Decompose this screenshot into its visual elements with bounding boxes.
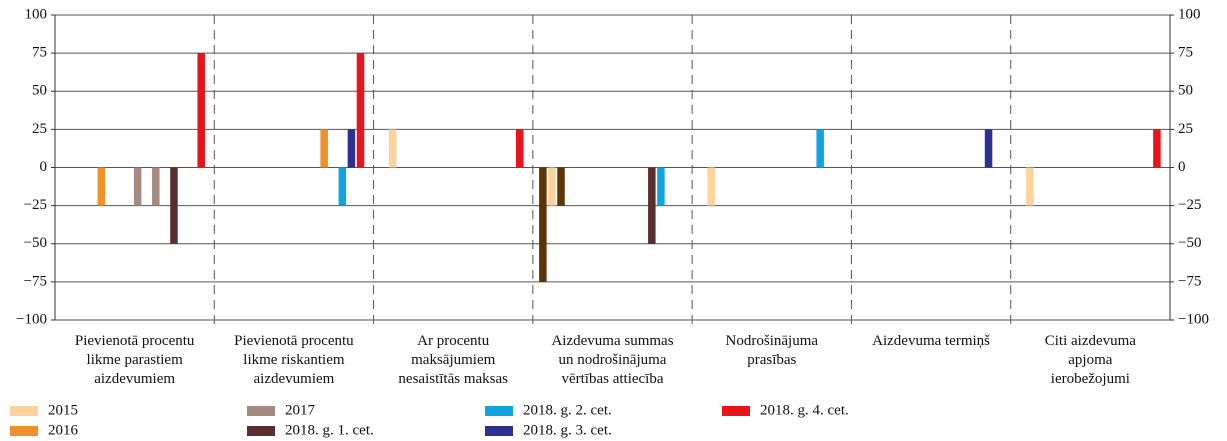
legend-label: 2018. g. 3. cet. bbox=[523, 422, 612, 438]
bar bbox=[338, 167, 347, 206]
legend-swatch bbox=[10, 406, 38, 416]
bar bbox=[1153, 129, 1161, 168]
bar bbox=[197, 53, 205, 168]
bar bbox=[648, 167, 656, 244]
x-tick-label: Nodrošinājuma prasības bbox=[726, 333, 819, 368]
x-tick-label: Pievienotā procentu likme parastiem aizdev… bbox=[75, 333, 195, 387]
x-tick-label: Pievienotā procentu likme riskantiem aizde… bbox=[234, 333, 354, 387]
legend-label: 2016 bbox=[48, 422, 79, 438]
bar bbox=[516, 129, 524, 168]
y-tick-label: −100 bbox=[16, 311, 47, 327]
bar bbox=[984, 129, 993, 168]
y2-tick-label: 75 bbox=[1178, 45, 1193, 61]
y-tick-label: 100 bbox=[25, 6, 48, 22]
bar bbox=[557, 167, 565, 206]
legend-swatch bbox=[247, 406, 275, 416]
bar bbox=[548, 167, 556, 206]
bar bbox=[388, 129, 397, 168]
bar bbox=[97, 167, 106, 206]
legend-swatch bbox=[485, 406, 513, 416]
y-tick-label: 25 bbox=[32, 121, 47, 137]
x-tick-label: Ar procentu maksājumiem nesaistītās maksas bbox=[398, 333, 508, 387]
bar bbox=[707, 167, 715, 206]
bar bbox=[1026, 167, 1034, 206]
legend-swatch bbox=[247, 426, 275, 436]
bar bbox=[356, 53, 365, 168]
y2-tick-label: −25 bbox=[1178, 197, 1201, 213]
bar bbox=[170, 167, 178, 244]
legend-label: 2018. g. 2. cet. bbox=[523, 402, 612, 418]
y-tick-label: 75 bbox=[32, 45, 47, 61]
bar bbox=[320, 129, 328, 168]
y-tick-label: −75 bbox=[24, 273, 47, 289]
bar bbox=[816, 129, 824, 168]
legend-swatch bbox=[10, 426, 38, 436]
bar bbox=[657, 167, 665, 206]
legend-swatch bbox=[485, 426, 513, 436]
y-tick-label: 50 bbox=[32, 83, 47, 99]
legend-label: 2018. g. 4. cet. bbox=[760, 402, 849, 418]
y-tick-label: −25 bbox=[24, 197, 47, 213]
x-tick-label: Aizdevuma summas un nodrošinājuma vērtības… bbox=[551, 333, 673, 387]
y2-tick-label: −50 bbox=[1178, 235, 1201, 251]
y-tick-label: 0 bbox=[40, 159, 48, 175]
y2-tick-label: −75 bbox=[1178, 273, 1201, 289]
y2-tick-label: 0 bbox=[1178, 159, 1186, 175]
y2-tick-label: 25 bbox=[1178, 121, 1193, 137]
bar bbox=[152, 167, 160, 206]
legend-label: 2018. g. 1. cet. bbox=[285, 422, 374, 438]
legend-swatch bbox=[722, 406, 750, 416]
legend-label: 2015 bbox=[48, 402, 78, 418]
y2-tick-label: 100 bbox=[1178, 6, 1201, 22]
bar bbox=[539, 167, 547, 282]
legend-label: 2017 bbox=[285, 402, 316, 418]
bar bbox=[347, 129, 356, 168]
bar bbox=[133, 167, 142, 206]
y2-tick-label: 50 bbox=[1178, 83, 1193, 99]
y2-tick-label: −100 bbox=[1178, 311, 1209, 327]
y-tick-label: −50 bbox=[24, 235, 47, 251]
x-tick-label: Aizdevuma termiņš bbox=[872, 333, 990, 349]
x-tick-label: Citi aizdevuma apjoma ierobežojumi bbox=[1045, 333, 1137, 387]
